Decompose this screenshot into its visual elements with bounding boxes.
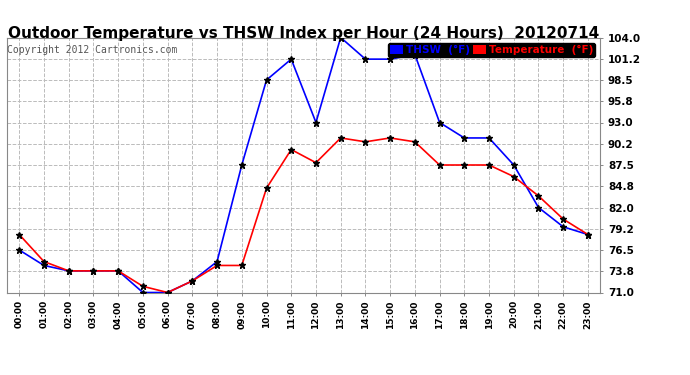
Text: Outdoor Temperature vs THSW Index per Hour (24 Hours)  20120714: Outdoor Temperature vs THSW Index per Ho… bbox=[8, 26, 599, 41]
Text: Copyright 2012 Cartronics.com: Copyright 2012 Cartronics.com bbox=[7, 45, 177, 55]
Legend: THSW  (°F), Temperature  (°F): THSW (°F), Temperature (°F) bbox=[388, 43, 595, 57]
